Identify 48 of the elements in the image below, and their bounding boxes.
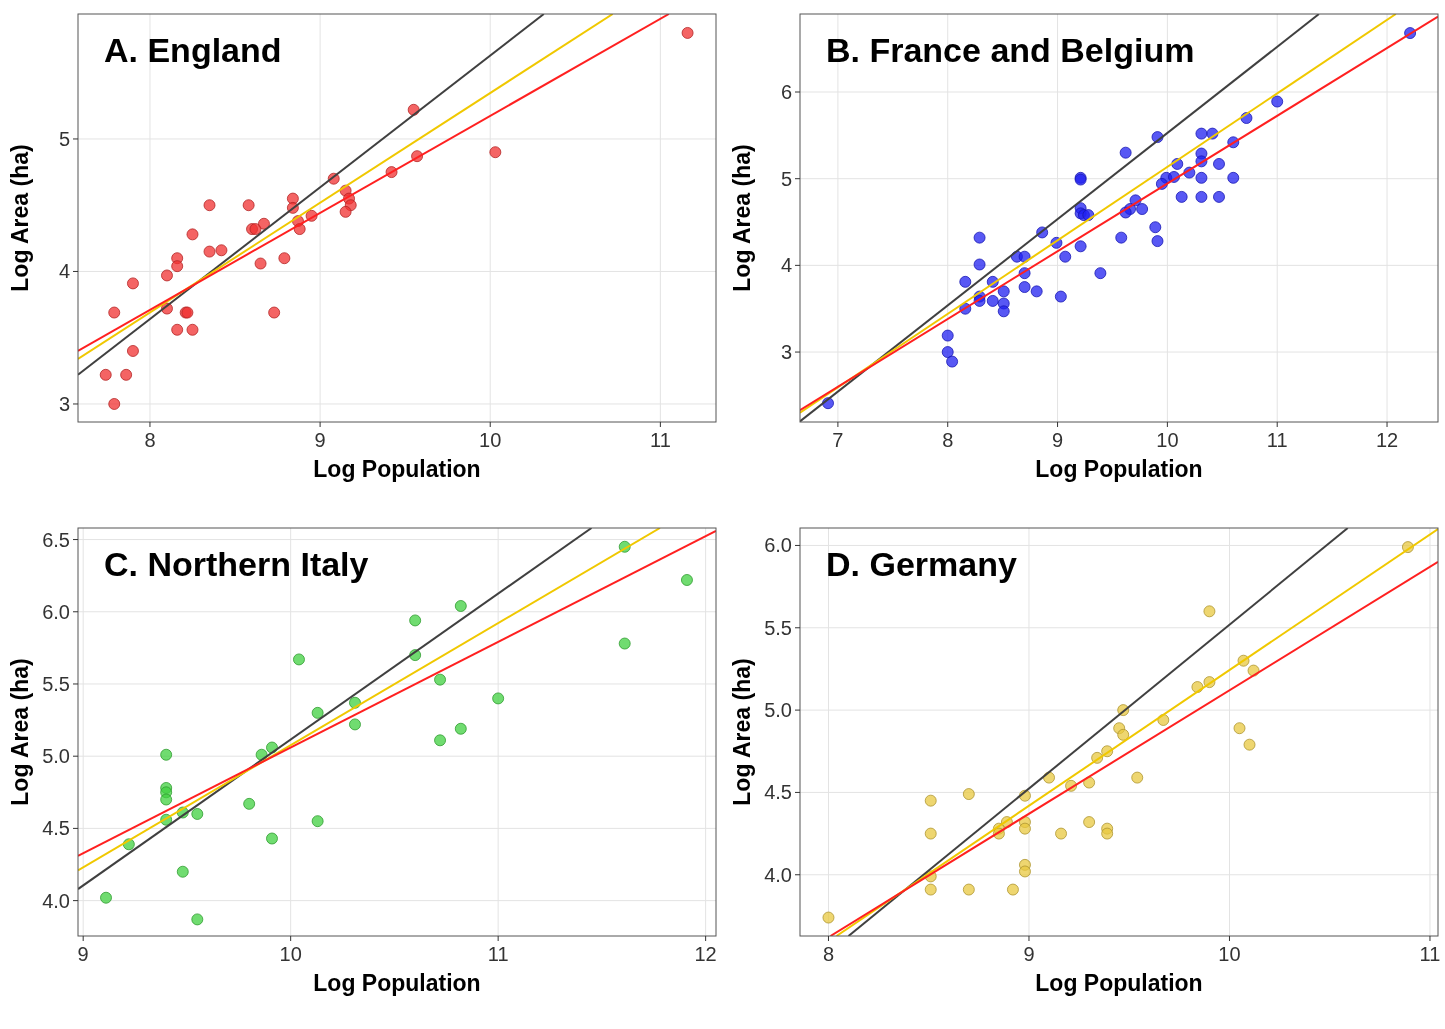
x-tick-label: 9 xyxy=(314,429,326,451)
y-tick-label: 4.5 xyxy=(764,781,792,804)
x-axis-title: Log Population xyxy=(313,456,481,482)
text: A. England xyxy=(104,31,282,69)
x-tick-label: 9 xyxy=(1051,429,1064,451)
y-tick-label: 6.0 xyxy=(764,534,792,557)
y-tick-label: 4.0 xyxy=(42,889,70,912)
y-tick-label: 5.0 xyxy=(42,745,70,768)
y-tick-label: 3 xyxy=(780,341,792,364)
x-tick-label: 9 xyxy=(1023,943,1035,965)
y-tick-label: 5 xyxy=(780,167,792,190)
x-axis-title: Log Population xyxy=(1035,456,1203,482)
text: B. France and Belgium xyxy=(826,31,1195,69)
y-tick-label: 4.0 xyxy=(764,863,792,886)
y-tick-label: 4 xyxy=(780,254,792,277)
x-tick-label: 11 xyxy=(1419,943,1441,965)
x-tick-label: 9 xyxy=(77,943,89,965)
x-tick-label: 11 xyxy=(487,943,509,965)
x-tick-label: 7 xyxy=(832,429,844,451)
y-tick-label: 5.5 xyxy=(764,616,792,639)
y-tick-label: 5 xyxy=(58,127,70,150)
y-tick-label: 3 xyxy=(58,392,70,415)
text: C. Northern Italy xyxy=(104,545,369,583)
y-axis-title: Log Area (ha) xyxy=(7,658,33,806)
x-tick-label: 11 xyxy=(1266,429,1288,451)
x-tick-label: 8 xyxy=(942,429,954,451)
x-axis-title: Log Population xyxy=(1035,970,1203,996)
x-tick-label: 12 xyxy=(694,943,717,965)
text: D. Germany xyxy=(826,545,1017,583)
x-tick-label: 8 xyxy=(822,943,835,965)
x-tick-label: 10 xyxy=(1156,429,1179,451)
y-tick-label: 6 xyxy=(780,81,792,104)
y-tick-label: 6.0 xyxy=(42,600,70,623)
x-tick-label: 8 xyxy=(144,429,156,451)
y-axis-title: Log Area (ha) xyxy=(729,658,755,806)
x-tick-label: 10 xyxy=(1218,943,1241,965)
y-axis-title: Log Area (ha) xyxy=(729,144,755,292)
x-axis-title: Log Population xyxy=(313,970,481,996)
y-tick-label: 5.0 xyxy=(764,699,792,722)
x-tick-label: 10 xyxy=(279,943,302,965)
y-axis-title: Log Area (ha) xyxy=(7,144,33,292)
x-tick-label: 10 xyxy=(479,429,502,451)
y-tick-label: 5.5 xyxy=(42,672,70,695)
x-tick-label: 12 xyxy=(1375,429,1399,451)
x-tick-label: 11 xyxy=(649,429,671,451)
y-tick-label: 4 xyxy=(58,260,70,283)
y-tick-label: 6.5 xyxy=(42,528,70,551)
y-tick-label: 4.5 xyxy=(42,817,70,840)
